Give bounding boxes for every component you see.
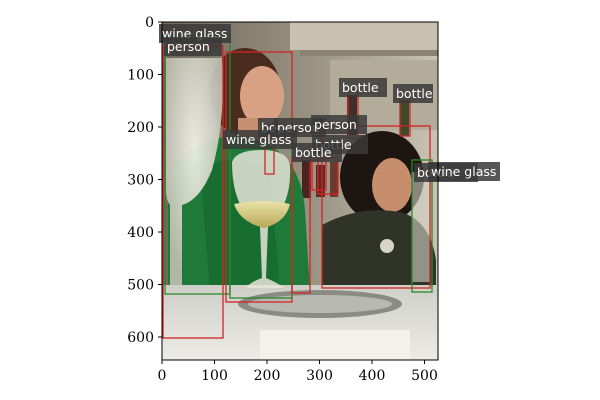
sink-inner [248, 295, 392, 313]
bottle-shape [330, 162, 338, 197]
x-tick-label: 500 [411, 368, 438, 384]
label-background [164, 37, 222, 56]
bottle-shape [302, 160, 311, 198]
detection-label-person: person [164, 37, 222, 56]
y-tick-label: 500 [127, 278, 154, 294]
y-tick-label: 0 [145, 15, 154, 31]
label-background [339, 78, 387, 97]
x-tick-label: 100 [201, 368, 228, 384]
detection-label-wine-glass: wine glass [223, 130, 297, 149]
x-tick-label: 200 [254, 368, 281, 384]
detection-label-person: person [311, 115, 367, 134]
detection-label-bottle: bottle [292, 143, 342, 162]
detection-label-text: bottle [342, 80, 379, 95]
detection-label-bottle: bottle [393, 84, 433, 103]
detection-label-wine-glass: wine glass [428, 162, 500, 181]
x-axis: 0 100 200 300 400 500 [158, 360, 438, 384]
detection-label-text: bottle [295, 145, 332, 160]
label-background [428, 162, 500, 181]
x-tick-label: 0 [158, 368, 167, 384]
y-tick-label: 300 [127, 173, 154, 189]
y-tick-label: 400 [127, 225, 154, 241]
x-tick-label: 400 [359, 368, 386, 384]
y-axis: 0 100 200 300 400 500 600 [127, 15, 162, 346]
wine-glass-shape [412, 172, 430, 282]
detection-label-text: person [314, 117, 357, 132]
papers [260, 330, 410, 360]
label-background [223, 130, 297, 149]
label-background [393, 84, 433, 103]
detection-label-text: person [167, 39, 210, 54]
detection-label-text: bottle [396, 86, 433, 101]
detection-label-text: wine glass [431, 164, 496, 179]
shelf [300, 50, 438, 56]
detection-label-text: wine glass [226, 132, 291, 147]
x-tick-label: 300 [306, 368, 333, 384]
label-background [311, 115, 367, 134]
person-box [321, 125, 431, 289]
y-tick-label: 200 [127, 120, 154, 136]
photo [162, 22, 438, 360]
shelf [290, 22, 438, 50]
label-background [292, 143, 342, 162]
person-face [240, 66, 284, 126]
bottle-shape [316, 165, 325, 197]
axes-frame [161, 21, 439, 361]
person-torso [322, 210, 436, 292]
y-tick-label: 600 [127, 330, 154, 346]
wine-glass-box [411, 159, 433, 293]
bottle-shape [400, 100, 409, 136]
shirt-logo [380, 239, 394, 253]
wine-shape [234, 201, 290, 228]
detection-label-bottle: bottle [339, 78, 387, 97]
wine-glass-shape [166, 58, 223, 285]
person-face [372, 158, 412, 212]
y-tick-label: 100 [127, 68, 154, 84]
